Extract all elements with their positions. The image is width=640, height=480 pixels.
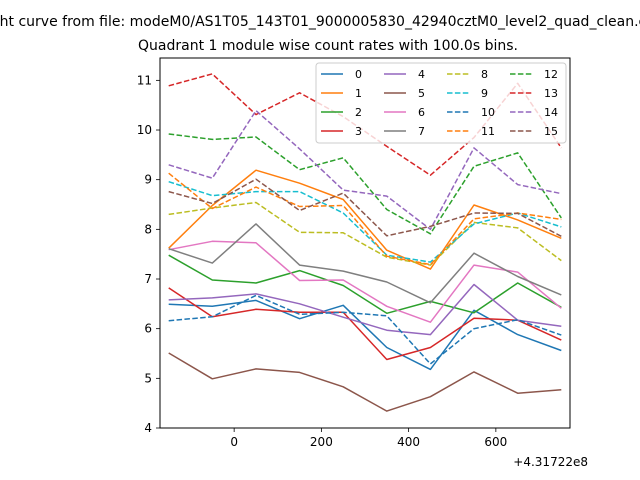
series-line-3 bbox=[168, 287, 562, 361]
series-line-7 bbox=[168, 223, 562, 304]
x-offset-label: +4.31722e8 bbox=[513, 455, 588, 469]
series-line-10 bbox=[168, 294, 562, 365]
figure-suptitle: Light curve from file: modeM0/AS1T05_143… bbox=[0, 14, 640, 30]
legend-label-11: 11 bbox=[481, 125, 495, 138]
y-tick-label: 4 bbox=[144, 421, 152, 435]
y-tick-label: 10 bbox=[137, 123, 152, 137]
legend-label-15: 15 bbox=[544, 125, 558, 138]
series-line-1 bbox=[168, 169, 562, 270]
series-line-11 bbox=[168, 172, 562, 266]
legend-box bbox=[315, 62, 567, 144]
x-tick-label: 200 bbox=[310, 435, 333, 449]
series-line-6 bbox=[168, 240, 562, 323]
legend-label-14: 14 bbox=[544, 106, 558, 119]
legend-label-0: 0 bbox=[355, 68, 362, 81]
x-tick-label: 0 bbox=[230, 435, 238, 449]
legend-label-9: 9 bbox=[481, 87, 488, 100]
y-tick-label: 11 bbox=[137, 73, 152, 87]
legend-label-6: 6 bbox=[418, 106, 425, 119]
y-tick-label: 8 bbox=[144, 222, 152, 236]
legend-label-1: 1 bbox=[355, 87, 362, 100]
y-tick-label: 7 bbox=[144, 272, 152, 286]
y-tick-label: 6 bbox=[144, 322, 152, 336]
legend-label-10: 10 bbox=[481, 106, 495, 119]
legend-label-12: 12 bbox=[544, 68, 558, 81]
x-tick-label: 400 bbox=[397, 435, 420, 449]
series-line-5 bbox=[168, 352, 562, 412]
series-line-2 bbox=[168, 254, 562, 315]
series-line-9 bbox=[168, 180, 562, 263]
legend-label-7: 7 bbox=[418, 125, 425, 138]
y-tick-label: 9 bbox=[144, 173, 152, 187]
series-line-0 bbox=[168, 299, 562, 371]
series-line-14 bbox=[168, 109, 562, 231]
legend-label-3: 3 bbox=[355, 125, 362, 138]
x-tick-label: 600 bbox=[484, 435, 507, 449]
legend-label-2: 2 bbox=[355, 106, 362, 119]
legend-label-13: 13 bbox=[544, 87, 558, 100]
series-line-12 bbox=[168, 133, 562, 235]
y-tick-label: 5 bbox=[144, 371, 152, 385]
series-line-8 bbox=[168, 201, 562, 266]
chart-title: Quadrant 1 module wise count rates with … bbox=[138, 38, 518, 54]
legend-label-8: 8 bbox=[481, 68, 488, 81]
axes-frame bbox=[159, 57, 571, 429]
legend-label-5: 5 bbox=[418, 87, 425, 100]
series-line-4 bbox=[168, 283, 562, 336]
legend-label-4: 4 bbox=[418, 68, 425, 81]
series-line-15 bbox=[168, 178, 562, 237]
